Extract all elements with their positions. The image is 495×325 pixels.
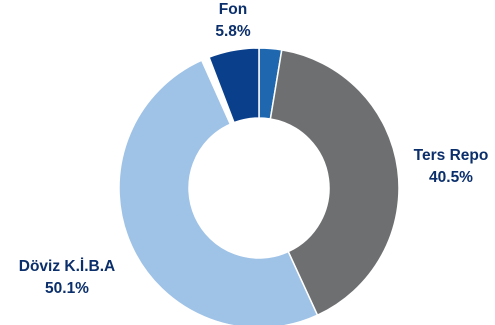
label-ters-repo-name: Ters Repo [414,147,489,164]
donut-slices [118,47,400,325]
donut-slice-ters-repo-1 [269,49,400,317]
slice-label-doviz: Döviz K.İ.B.A 50.1% [19,258,115,297]
label-fon-value: 5.8% [215,23,251,40]
slice-label-fon: Fon 5.8% [215,1,251,40]
label-doviz-name: Döviz K.İ.B.A [19,258,115,275]
donut-slice-d-viz-k-i-b-a-2 [118,59,319,325]
donut-slice-fon-4 [208,47,260,124]
label-fon-name: Fon [219,1,247,18]
slice-label-ters-repo: Ters Repo 40.5% [414,147,489,186]
label-doviz-value: 50.1% [45,280,89,297]
label-ters-repo-value: 40.5% [429,169,473,186]
